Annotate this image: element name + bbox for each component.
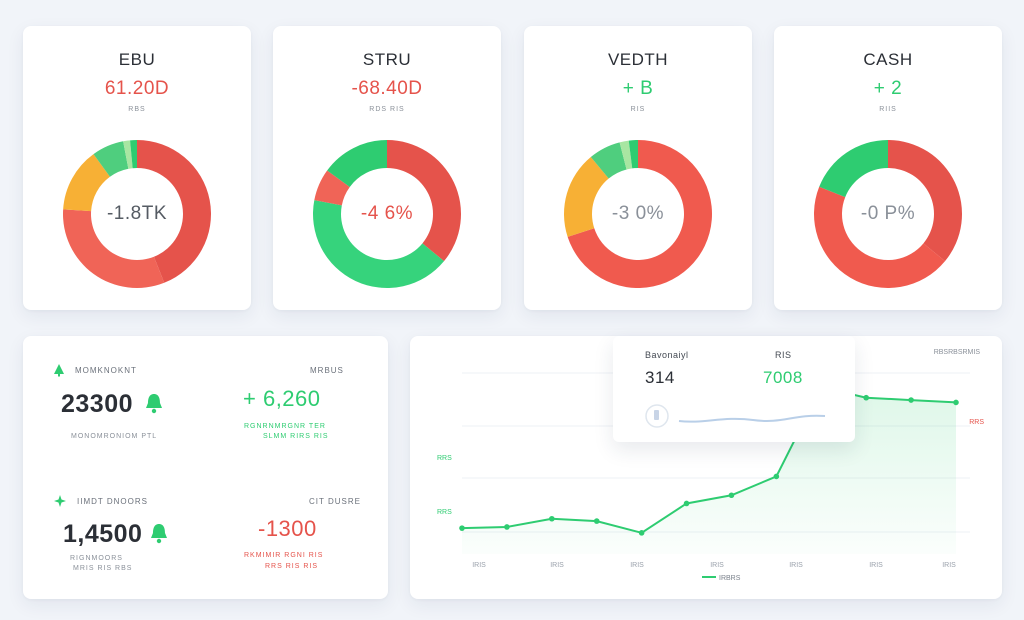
donut-card-3[interactable]: CASH + 2 RIIS -0 P% — [774, 26, 1002, 310]
chart-right-label: RRS — [969, 419, 984, 426]
stat-right-label: CIT DUSRE — [309, 497, 361, 506]
x-tick-label: IRIS — [550, 562, 564, 569]
chart-point[interactable] — [953, 399, 959, 406]
x-tick-label: IRIS — [710, 562, 724, 569]
donut-value: 61.20D — [104, 78, 170, 99]
y-tick-label: RRS — [437, 455, 452, 462]
tooltip-head-right: RIS — [775, 350, 792, 360]
donut-segment — [590, 142, 627, 179]
chart-point[interactable] — [683, 500, 690, 507]
chart-point[interactable] — [773, 473, 780, 480]
donut-segment — [387, 140, 461, 262]
donut-segment — [123, 140, 133, 169]
donut-card-1[interactable]: STRU -68.40D RDS RIS -4 6% — [273, 26, 501, 310]
donut-chart — [564, 140, 712, 288]
donut-card-2[interactable]: VEDTH + B RIS -3 0% — [524, 26, 752, 310]
stat-delta-sub: RRS RIS RIS — [265, 563, 319, 570]
donut-value: + 2 — [873, 78, 903, 99]
chart-tooltip: Bavonaiyl RIS 314 7008 — [613, 336, 855, 442]
stat-delta: -1300 — [258, 516, 317, 541]
stat-sub: MONOMRONIOM PTL — [71, 433, 158, 440]
donut-chart — [313, 140, 461, 288]
stat-delta-sub: RGNRNMRGNR TER — [244, 423, 326, 430]
donut-segment — [130, 140, 137, 169]
donut-segment — [819, 140, 888, 198]
chart-point[interactable] — [728, 492, 735, 499]
donut-center-label: -0 P% — [860, 203, 916, 224]
x-tick-label: IRIS — [942, 562, 956, 569]
stat-value: 1,4500 — [63, 520, 143, 548]
donut-center-label: -3 0% — [611, 203, 665, 224]
donut-center-label: -4 6% — [360, 203, 414, 224]
sparkle-icon — [54, 495, 66, 507]
donut-segment — [564, 156, 609, 237]
donut-segment — [814, 186, 946, 289]
tooltip-head-left: Bavonaiyl — [645, 350, 689, 360]
donut-segment — [313, 200, 445, 288]
tooltip-value-left: 314 — [645, 368, 675, 387]
donut-segment — [314, 170, 350, 206]
donut-segment — [63, 154, 110, 212]
donut-title: EBU — [118, 50, 156, 69]
bell-icon — [151, 524, 167, 544]
donut-title: STRU — [362, 50, 412, 69]
stat-value: 23300 — [61, 390, 134, 418]
triangle-up-icon — [54, 364, 64, 377]
donut-value: -68.40D — [351, 78, 423, 99]
chart-point[interactable] — [459, 525, 465, 531]
stat-sub: RIGNMOORS — [70, 555, 123, 562]
chart-point[interactable] — [504, 524, 510, 530]
donut-center-label: -1.8TK — [106, 203, 168, 224]
donut-value: + B — [622, 78, 654, 99]
legend-label: IRBRS — [719, 575, 741, 582]
tooltip-value-right: 7008 — [763, 368, 803, 387]
chart-point[interactable] — [593, 518, 600, 524]
y-tick-label: RRS — [437, 509, 452, 516]
donut-title: CASH — [863, 50, 913, 69]
donut-segment — [62, 209, 165, 288]
donut-segment — [567, 140, 712, 288]
stat-label: MOMKNOKNT — [75, 366, 137, 375]
chart-point[interactable] — [863, 394, 869, 401]
donut-chart — [814, 140, 962, 289]
x-tick-label: IRIS — [630, 562, 644, 569]
bell-icon — [146, 394, 162, 414]
x-tick-label: IRIS — [472, 562, 486, 569]
donut-segment — [327, 140, 387, 187]
tooltip-sparkline — [645, 404, 826, 428]
stat-label: IIMDT DNOORS — [77, 497, 148, 506]
chart-point[interactable] — [638, 530, 645, 536]
stat-right-label: MRBUS — [310, 366, 344, 375]
donut-segment — [137, 140, 212, 283]
stat-delta-sub: RKMIMIR RGNI RIS — [244, 552, 324, 559]
donut-subtitle: RBS — [128, 106, 146, 113]
stat-sub: MRIS RIS RBS — [73, 565, 133, 572]
donut-chart — [62, 140, 212, 288]
x-tick-label: IRIS — [789, 562, 803, 569]
donut-title: VEDTH — [607, 50, 669, 69]
donut-subtitle: RDS RIS — [369, 106, 405, 113]
donut-segment — [888, 140, 962, 262]
x-tick-label: IRIS — [869, 562, 883, 569]
donut-segment — [93, 141, 129, 177]
donut-card-0[interactable]: EBU 61.20D RBS -1.8TK — [23, 26, 251, 310]
chart-series-line — [461, 385, 957, 534]
donut-segment — [619, 140, 633, 170]
chart-point[interactable] — [549, 515, 555, 522]
stats-card[interactable]: MOMKNOKNT MRBUS 23300 MONOMRONIOM PTL + … — [23, 336, 388, 599]
donut-subtitle: RIS — [630, 106, 646, 113]
donut-segment — [628, 140, 638, 169]
chart-point[interactable] — [908, 397, 914, 403]
stat-delta: + 6,260 — [243, 386, 321, 411]
chart-top-right-label: RBSRBSRMIS — [934, 349, 981, 356]
donut-subtitle: RIIS — [879, 106, 897, 113]
stat-delta-sub: SLMM RIRS RIS — [263, 433, 329, 440]
